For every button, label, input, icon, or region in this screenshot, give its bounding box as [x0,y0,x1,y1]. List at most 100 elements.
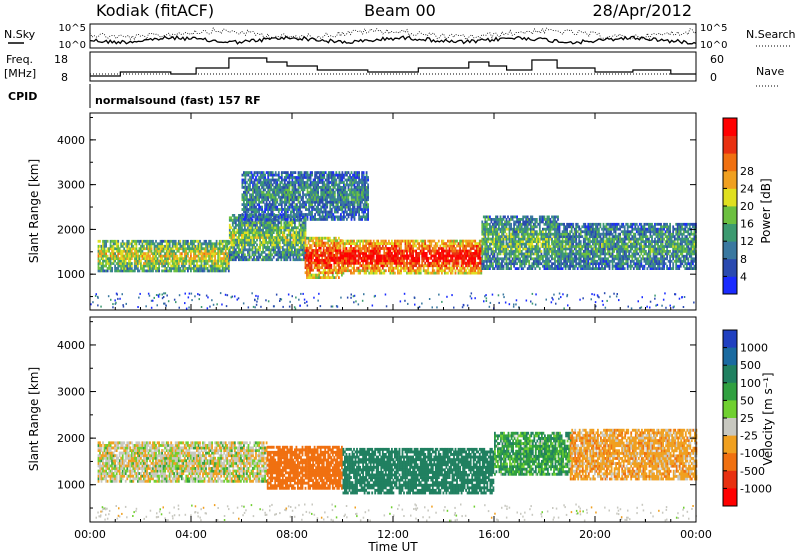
echo-cell [360,256,363,260]
echo-cell [489,227,491,231]
echo-cell [590,247,593,251]
echo-cell [513,245,515,248]
echo-cell [182,247,185,251]
echo-cell [117,267,120,270]
echo-cell [120,264,123,268]
echo-cell [517,250,520,253]
nsearch-trace [89,27,697,41]
echo-cell [588,257,591,261]
echo-cell [555,252,558,256]
echo-cell [167,259,170,263]
echo-cell [388,256,390,260]
echo-cell [437,256,440,260]
echo-cell [607,264,609,268]
echo-cell [581,267,584,270]
echo-cell [416,256,419,260]
echo-cell [513,257,515,261]
echo-cell [143,257,145,260]
echo-cell [478,252,481,255]
echo-cell [570,252,573,256]
echo-cell [522,254,525,258]
echo-cell [499,218,502,221]
echo-cell [629,232,632,236]
echo-cell [117,239,120,243]
echo-cell [517,235,520,238]
echo-cell [294,233,296,237]
echo-cell [529,218,532,221]
echo-cell [522,230,525,234]
echo-cell [459,239,461,243]
echo-cell [545,232,547,236]
echo-cell [427,261,430,265]
echo-cell [548,227,550,231]
echo-cell [202,242,204,246]
echo-cell [474,269,477,273]
echo-cell [490,227,493,231]
echo-cell [214,269,216,273]
echo-cell [348,247,351,250]
echo-cell [485,220,488,224]
echo-cell [631,252,634,256]
echo-cell [193,264,195,268]
echo-cell [378,252,381,255]
echo-cell [384,259,387,263]
echo-cell [450,247,452,250]
echo-cell [534,237,537,241]
echo-cell [248,218,251,222]
echo-cell [167,262,170,265]
echo-cell [271,258,274,262]
echo-cell [338,236,340,240]
echo-cell [623,267,626,270]
echo-cell [474,242,477,245]
echo-cell [203,249,206,253]
echo-cell [487,230,490,234]
echo-cell [211,269,213,273]
echo-cell [105,254,107,258]
echo-cell [211,257,213,260]
echo-cell [557,252,559,256]
echo-cell [513,259,515,263]
echo-cell [516,225,518,229]
echo-cell [165,267,168,270]
echo-cell [592,242,594,246]
echo-cell [551,264,553,268]
echo-cell [528,254,531,258]
echo-cell [427,271,430,275]
echo-cell [489,232,491,236]
echo-cell [245,238,248,242]
echo-cell [313,276,316,279]
echo-cell [233,221,236,225]
echo-cell [176,264,179,268]
echo-cell [321,261,324,265]
echo-cell [300,258,302,262]
echo-cell [572,237,575,241]
echo-cell [520,267,523,270]
echo-cell [496,262,499,266]
echo-cell [489,247,491,251]
echo-cell [495,262,497,266]
echo-cell [445,264,448,268]
echo-cell [471,266,474,270]
echo-cell [523,254,526,258]
echo-cell [389,259,392,263]
echo-cell [561,247,564,251]
echo-cell [298,223,301,227]
echo-cell [528,237,531,241]
echo-cell [153,249,156,253]
echo-cell [640,237,643,241]
echo-cell [300,248,302,252]
echo-cell [138,259,141,263]
echo-cell [424,254,427,258]
echo-cell [328,268,331,272]
echo-cell [275,241,278,244]
echo-cell [242,246,245,249]
echo-cell [490,259,493,263]
echo-cell [362,244,364,248]
echo-cell [487,257,490,261]
echo-cell [280,246,283,249]
echo-cell [324,236,327,240]
echo-cell [238,233,240,237]
echo-cell [238,223,240,227]
echo-cell [598,247,600,251]
echo-cell [381,247,384,250]
